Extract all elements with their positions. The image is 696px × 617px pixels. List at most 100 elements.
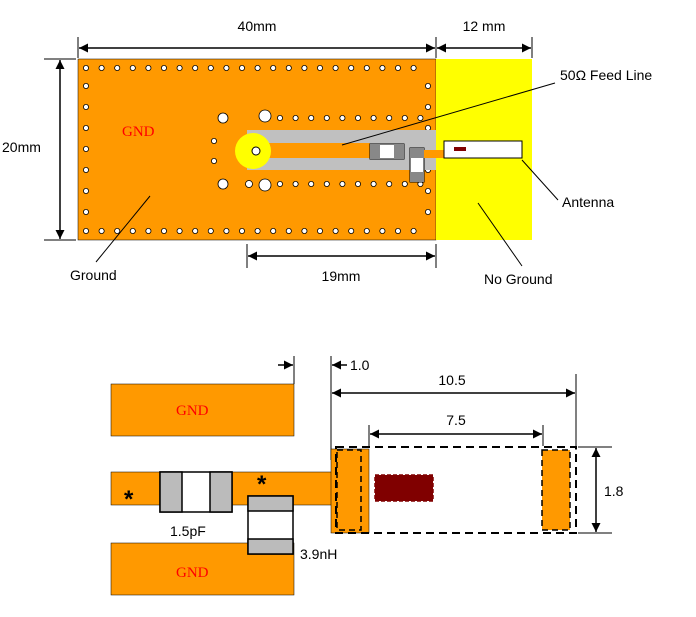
capacitor-1-pad-right [394, 144, 404, 159]
inductor-1-pad-bottom [410, 172, 424, 182]
via-hole [210, 137, 217, 144]
antenna-chip [443, 140, 523, 159]
via-hole [160, 227, 167, 234]
inductor-label: 3.9nH [300, 546, 337, 562]
via-hole [354, 115, 361, 122]
via-hole [160, 65, 167, 72]
dimension-1-0-label: 1.0 [350, 357, 370, 373]
dimension-height-label: 20mm [2, 139, 41, 155]
via-hole [379, 227, 386, 234]
via-hole [339, 180, 346, 187]
via-hole [363, 227, 370, 234]
via-hole [370, 115, 377, 122]
dimension-7-5-label: 7.5 [446, 412, 466, 428]
via-hole [339, 115, 346, 122]
via-hole [348, 227, 355, 234]
antenna-pad-left [336, 449, 362, 531]
via-hole [98, 227, 105, 234]
via-hole [217, 112, 229, 124]
via-hole [354, 180, 361, 187]
via-hole [292, 115, 299, 122]
dimension-right-12mm: 12 mm [437, 18, 533, 58]
via-hole [207, 227, 214, 234]
via-hole [410, 65, 417, 72]
via-hole [424, 83, 431, 90]
via-hole [370, 180, 377, 187]
via-hole [176, 65, 183, 72]
antenna-pad-right [541, 449, 571, 531]
via-hole [316, 65, 323, 72]
ground-callout [95, 195, 151, 263]
dimension-height-20mm: 20mm [2, 58, 76, 241]
via-hole [83, 208, 90, 215]
via-holes [83, 65, 431, 234]
via-hole [217, 178, 229, 190]
feed-line-extension [424, 150, 444, 158]
antenna-chip-outline [335, 446, 577, 534]
via-hole [254, 65, 261, 72]
via-hole [301, 65, 308, 72]
feed-line-label: 50Ω Feed Line [560, 67, 652, 83]
via-hole [332, 227, 339, 234]
inductor-1-pad-top [410, 148, 424, 158]
via-hole [401, 115, 408, 122]
dimension-1-0: 1.0 [278, 356, 370, 460]
antenna-chip-marking [374, 474, 434, 502]
via-hole [98, 65, 105, 72]
via-hole [238, 227, 245, 234]
gnd-block-top [110, 383, 295, 437]
antenna-callout [521, 159, 559, 201]
via-hole [276, 115, 283, 122]
via-hole [363, 65, 370, 72]
via-hole [394, 227, 401, 234]
via-hole [83, 145, 90, 152]
via-hole [417, 115, 424, 122]
ground-label: Ground [70, 267, 117, 283]
via-hole [386, 115, 393, 122]
via-hole [301, 227, 308, 234]
feed-line-conductor [252, 143, 370, 158]
dimension-right-label: 12 mm [463, 18, 506, 34]
via-hole [83, 83, 90, 90]
via-hole [254, 227, 261, 234]
star-marker-right: * [257, 471, 267, 498]
via-hole [210, 157, 217, 164]
capacitor-1-pad-left [370, 144, 380, 159]
via-hole [223, 65, 230, 72]
via-hole [145, 227, 152, 234]
capacitor-1-5pf [159, 471, 233, 513]
dimension-1-8-label: 1.8 [604, 483, 624, 499]
dimension-7-5: 7.5 [368, 412, 544, 446]
via-hole [316, 227, 323, 234]
antenna-chip-mark [454, 147, 466, 151]
via-hole [424, 208, 431, 215]
capacitor-label: 1.5pF [170, 523, 206, 539]
via-hole [145, 65, 152, 72]
feed-line-callout [341, 82, 556, 146]
via-hole [176, 227, 183, 234]
no-ground-callout [477, 202, 523, 267]
via-hole [292, 180, 299, 187]
via-hole [276, 180, 283, 187]
via-hole [114, 227, 121, 234]
via-hole [258, 109, 272, 123]
via-hole [323, 115, 330, 122]
dimension-width-label: 40mm [238, 18, 277, 34]
via-hole [424, 187, 431, 194]
via-hole [308, 180, 315, 187]
via-hole [332, 65, 339, 72]
via-hole [348, 65, 355, 72]
dimension-width-40mm: 40mm [77, 18, 437, 58]
via-hole [394, 65, 401, 72]
via-hole [129, 227, 136, 234]
via-hole [83, 65, 90, 72]
top-diagram: 40mm 12 mm 20mm [2, 18, 652, 287]
via-hole [83, 104, 90, 111]
gnd-label-bottom-1: GND [176, 403, 209, 419]
no-ground-label: No Ground [484, 271, 552, 287]
gnd-label-top: GND [122, 124, 155, 140]
via-hole [285, 227, 292, 234]
dimension-19mm: 19mm [246, 244, 437, 284]
gnd-label-bottom-2: GND [176, 565, 209, 581]
